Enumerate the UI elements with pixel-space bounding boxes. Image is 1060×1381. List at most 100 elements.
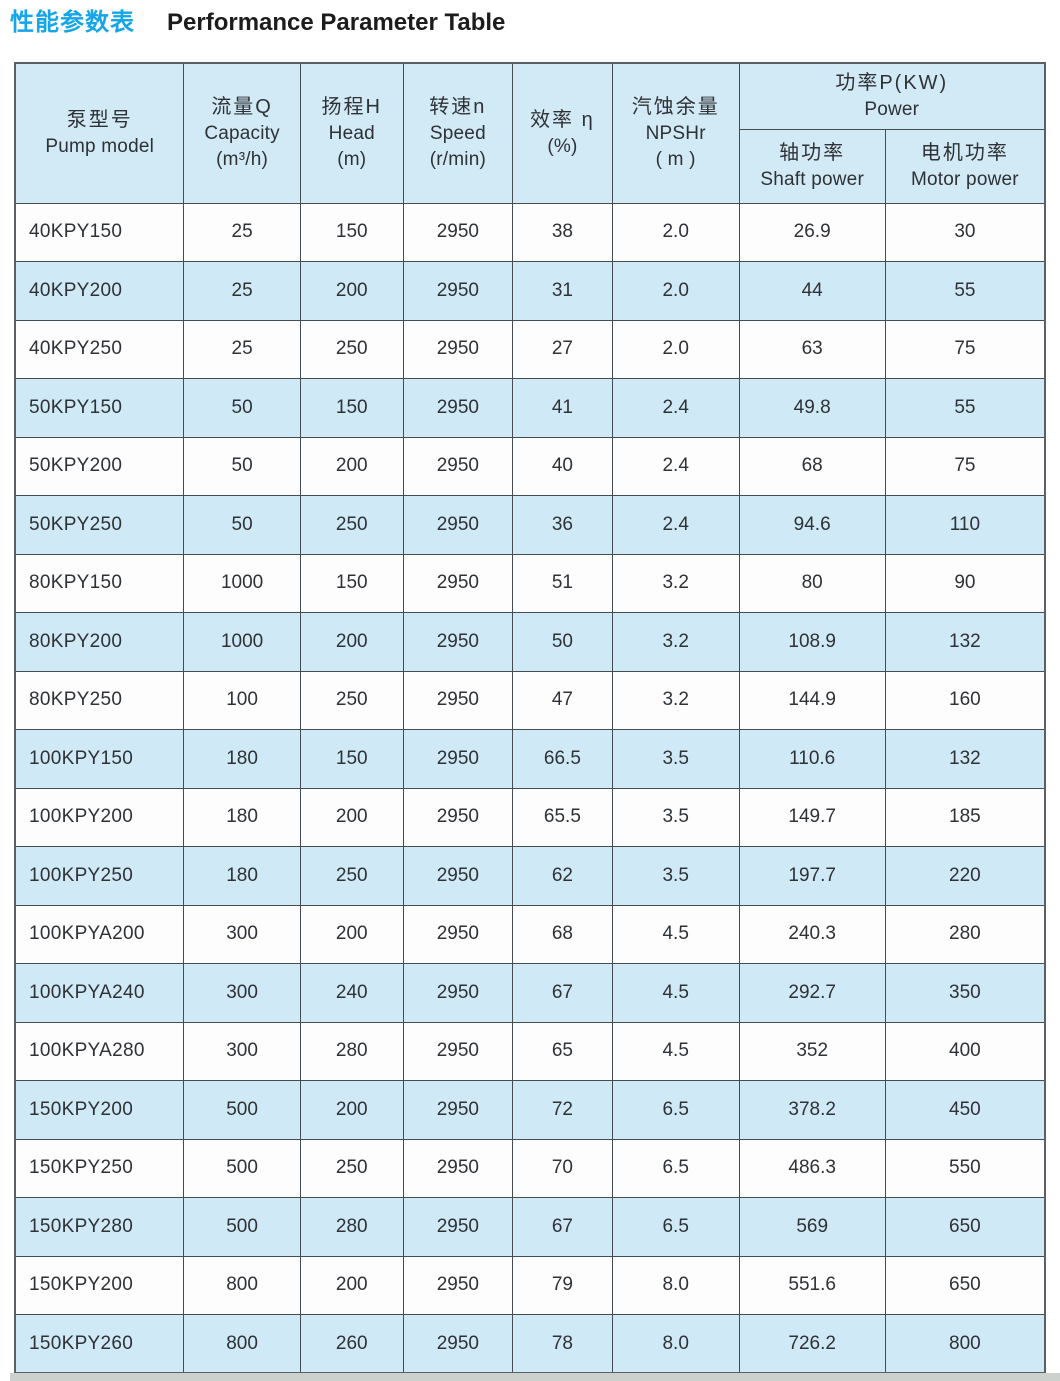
table-row: 40KPY250 25 250 2950 27 2.0 63 75 <box>14 319 1046 379</box>
value-cell: 90 <box>884 553 1046 613</box>
value-cell: 500 <box>183 1138 301 1198</box>
table-row: 100KPY150 180 150 2950 66.5 3.5 110.6 132 <box>14 729 1046 789</box>
value-cell: 550 <box>884 1138 1046 1198</box>
table-row: 100KPYA240 300 240 2950 67 4.5 292.7 350 <box>14 963 1046 1023</box>
value-cell: 250 <box>299 319 404 379</box>
value-cell: 8.0 <box>611 1255 740 1315</box>
value-cell: 51 <box>511 553 613 613</box>
value-cell: 180 <box>183 846 301 906</box>
value-cell: 108.9 <box>738 612 886 672</box>
value-cell: 49.8 <box>738 378 886 438</box>
value-cell: 3.2 <box>611 612 740 672</box>
value-cell: 300 <box>183 1021 301 1081</box>
value-cell: 100 <box>183 670 301 730</box>
pump-model-cell: 100KPYA240 <box>14 963 185 1023</box>
pump-model-cell: 100KPYA280 <box>14 1021 185 1081</box>
table-row: 80KPY250 100 250 2950 47 3.2 144.9 160 <box>14 670 1046 730</box>
pump-model-cell: 150KPY280 <box>14 1197 185 1257</box>
value-cell: 200 <box>299 904 404 964</box>
value-cell: 197.7 <box>738 846 886 906</box>
pump-model-cell: 80KPY150 <box>14 553 185 613</box>
header-head: 扬程H Head (m) <box>299 62 404 204</box>
value-cell: 38 <box>511 202 613 262</box>
value-cell: 36 <box>511 495 613 555</box>
value-cell: 80 <box>738 553 886 613</box>
value-cell: 2.0 <box>611 261 740 321</box>
page-edge-strip <box>10 1373 1060 1381</box>
value-cell: 50 <box>183 378 301 438</box>
value-cell: 75 <box>884 319 1046 379</box>
pump-model-cell: 150KPY250 <box>14 1138 185 1198</box>
value-cell: 2950 <box>402 261 513 321</box>
value-cell: 67 <box>511 1197 613 1257</box>
value-cell: 6.5 <box>611 1197 740 1257</box>
performance-table-container: 泵型号 Pump model 流量Q Capacity (m³/h) 扬程H H… <box>14 62 1046 1374</box>
header-speed-en: Speed <box>429 123 486 145</box>
value-cell: 2950 <box>402 1080 513 1140</box>
header-npshr-zh: 汽蚀余量 <box>631 96 720 119</box>
value-cell: 650 <box>884 1197 1046 1257</box>
value-cell: 144.9 <box>738 670 886 730</box>
value-cell: 2950 <box>402 729 513 789</box>
pump-model-cell: 80KPY250 <box>14 670 185 730</box>
value-cell: 149.7 <box>738 787 886 847</box>
header-speed-zh: 转速n <box>429 96 487 119</box>
header-shaft-power: 轴功率 Shaft power <box>738 128 886 204</box>
value-cell: 2950 <box>402 670 513 730</box>
pump-model-cell: 100KPY250 <box>14 846 185 906</box>
value-cell: 726.2 <box>738 1314 886 1374</box>
table-row: 150KPY260 800 260 2950 78 8.0 726.2 800 <box>14 1314 1046 1374</box>
value-cell: 132 <box>884 729 1046 789</box>
value-cell: 26.9 <box>738 202 886 262</box>
table-row: 40KPY150 25 150 2950 38 2.0 26.9 30 <box>14 202 1046 262</box>
value-cell: 2.4 <box>611 378 740 438</box>
value-cell: 78 <box>511 1314 613 1374</box>
header-capacity-zh: 流量Q <box>211 96 273 119</box>
header-capacity-en: Capacity <box>204 123 280 145</box>
value-cell: 4.5 <box>611 904 740 964</box>
pump-model-cell: 50KPY200 <box>14 436 185 496</box>
header-head-en: Head <box>328 123 375 145</box>
table-row: 100KPY250 180 250 2950 62 3.5 197.7 220 <box>14 846 1046 906</box>
table-row: 80KPY150 1000 150 2950 51 3.2 80 90 <box>14 553 1046 613</box>
header-power-group-zh: 功率P(KW) <box>835 71 949 94</box>
pump-model-cell: 100KPY200 <box>14 787 185 847</box>
page-title: 性能参数表 Performance Parameter Table <box>10 2 505 37</box>
header-speed-unit: (r/min) <box>429 148 486 170</box>
header-power-group: 功率P(KW) Power <box>738 62 1046 130</box>
table-row: 80KPY200 1000 200 2950 50 3.2 108.9 132 <box>14 612 1046 672</box>
value-cell: 3.5 <box>611 846 740 906</box>
value-cell: 63 <box>738 319 886 379</box>
value-cell: 2950 <box>402 319 513 379</box>
table-row: 50KPY150 50 150 2950 41 2.4 49.8 55 <box>14 378 1046 438</box>
value-cell: 352 <box>738 1021 886 1081</box>
value-cell: 378.2 <box>738 1080 886 1140</box>
value-cell: 4.5 <box>611 1021 740 1081</box>
value-cell: 200 <box>299 436 404 496</box>
page-title-chinese: 性能参数表 <box>10 9 135 36</box>
value-cell: 65 <box>511 1021 613 1081</box>
page-title-english: Performance Parameter Table <box>167 9 506 36</box>
value-cell: 94.6 <box>738 495 886 555</box>
value-cell: 250 <box>299 495 404 555</box>
value-cell: 280 <box>884 904 1046 964</box>
value-cell: 55 <box>884 261 1046 321</box>
value-cell: 110.6 <box>738 729 886 789</box>
value-cell: 350 <box>884 963 1046 1023</box>
header-pump-model-en: Pump model <box>45 135 155 157</box>
value-cell: 3.2 <box>611 553 740 613</box>
value-cell: 486.3 <box>738 1138 886 1198</box>
value-cell: 8.0 <box>611 1314 740 1374</box>
value-cell: 200 <box>299 612 404 672</box>
value-cell: 41 <box>511 378 613 438</box>
value-cell: 800 <box>183 1314 301 1374</box>
table-row: 100KPYA280 300 280 2950 65 4.5 352 400 <box>14 1021 1046 1081</box>
value-cell: 185 <box>884 787 1046 847</box>
value-cell: 67 <box>511 963 613 1023</box>
value-cell: 150 <box>299 553 404 613</box>
value-cell: 1000 <box>183 612 301 672</box>
value-cell: 66.5 <box>511 729 613 789</box>
pump-model-cell: 40KPY250 <box>14 319 185 379</box>
value-cell: 25 <box>183 261 301 321</box>
